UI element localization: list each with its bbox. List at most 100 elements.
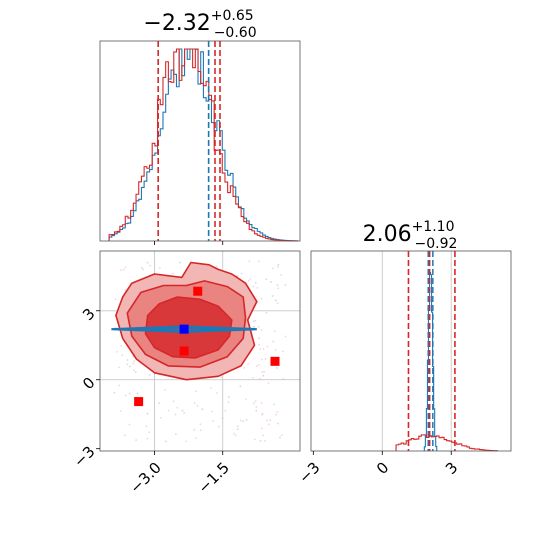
scatter-background-point: [276, 302, 279, 305]
scatter-background-point: [257, 325, 260, 328]
title-2-minus: −0.92: [414, 236, 457, 252]
red-square-marker: [179, 346, 189, 356]
scatter-background-point: [276, 284, 279, 287]
scatter-background-point: [113, 391, 116, 394]
scatter-background-point: [224, 409, 227, 412]
scatter-background-point: [184, 440, 187, 443]
scatter-background-point: [284, 335, 287, 338]
scatter-background-point: [118, 366, 120, 369]
scatter-background-point: [211, 410, 214, 413]
hist-1-blue-series: [108, 48, 299, 242]
scatter-background-point: [124, 266, 127, 269]
scatter-y-tick-label: 3: [79, 305, 98, 324]
scatter-background-point: [119, 269, 122, 271]
scatter-background-point: [165, 440, 167, 443]
scatter-background-point: [261, 371, 264, 373]
scatter-background-point: [274, 299, 277, 302]
scatter-background-point: [254, 281, 257, 284]
scatter-background-point: [124, 289, 127, 292]
scatter-background-point: [193, 429, 196, 431]
scatter-frame: [99, 250, 301, 452]
scatter-background-point: [252, 285, 255, 288]
scatter-background-point: [260, 402, 263, 404]
scatter-background-point: [149, 264, 152, 267]
title-1-plus: +0.65: [211, 8, 254, 24]
scatter-background-point: [281, 350, 284, 353]
scatter-background-point: [277, 287, 280, 290]
scatter-background-point: [260, 427, 263, 430]
scatter-background-point: [259, 439, 262, 442]
scatter-background-point: [128, 392, 131, 395]
scatter-background-point: [167, 409, 170, 412]
scatter-background-point: [252, 376, 254, 379]
scatter-background-point: [129, 365, 131, 368]
scatter-background-point: [146, 412, 149, 415]
scatter-background-point: [133, 360, 136, 363]
scatter-background-point: [273, 403, 276, 406]
scatter-background-point: [216, 392, 218, 394]
red-square-marker: [270, 356, 280, 366]
scatter-background-point: [252, 320, 255, 323]
scatter-background-point: [243, 366, 246, 369]
scatter-background-point: [276, 265, 279, 268]
hist-2-x-tick-label: 0: [373, 459, 392, 478]
scatter-background-point: [254, 319, 257, 322]
hist-1-red-series: [108, 48, 299, 242]
scatter-background-point: [227, 401, 230, 403]
scatter-background-point: [262, 434, 265, 437]
scatter-background-point: [254, 400, 257, 403]
scatter-background-point: [119, 410, 122, 412]
scatter-background-point: [256, 286, 259, 289]
scatter-y-tick-label: −3: [70, 443, 98, 471]
scatter-background-point: [259, 377, 261, 380]
scatter-background-point: [270, 281, 272, 283]
scatter-background-point: [269, 419, 272, 422]
scatter-background-point: [257, 363, 260, 366]
scatter-background-point: [201, 408, 204, 411]
scatter-background-point: [263, 370, 266, 373]
scatter-background-point: [260, 329, 263, 331]
scatter-background-point: [264, 358, 267, 361]
scatter-background-point: [239, 385, 242, 388]
histogram-panel-param-2: −3 0 3: [295, 250, 512, 487]
scatter-background-point: [253, 325, 255, 328]
scatter-background-point: [196, 404, 199, 407]
blue-contour-level: [127, 326, 241, 332]
scatter-background-point: [194, 402, 196, 404]
scatter-background-point: [227, 396, 230, 398]
scatter-background-point: [264, 440, 266, 442]
scatter-background-point: [240, 272, 243, 275]
scatter-background-point: [179, 261, 181, 264]
scatter-background-point: [145, 425, 148, 428]
scatter-background-point: [248, 260, 251, 263]
scatter-background-point: [146, 261, 149, 264]
scatter-background-point: [159, 267, 161, 269]
red-square-marker: [134, 397, 144, 407]
scatter-background-point: [232, 432, 235, 435]
scatter-background-point: [210, 387, 212, 390]
scatter-background-point: [212, 419, 214, 422]
scatter-background-point: [172, 400, 175, 403]
scatter-x-tick-label: −3.0: [126, 459, 164, 497]
scatter-background-point: [274, 348, 277, 351]
scatter-background-point: [255, 409, 258, 412]
scatter-background-point: [121, 354, 124, 357]
scatter-background-point: [174, 413, 177, 416]
scatter-background-point: [181, 409, 184, 412]
scatter-background-point: [195, 390, 197, 393]
scatter-background-point: [267, 382, 270, 384]
scatter-background-point: [174, 433, 177, 436]
scatter-background-point: [272, 340, 275, 343]
scatter-background-point: [133, 369, 136, 372]
scatter-background-point: [132, 362, 135, 365]
scatter-background-point: [255, 405, 258, 408]
scatter-background-point: [277, 263, 280, 266]
scatter-background-point: [265, 278, 268, 281]
scatter-background-point: [183, 411, 186, 414]
scatter-background-point: [276, 411, 279, 413]
scatter-background-point: [122, 268, 125, 271]
scatter-background-point: [217, 425, 220, 428]
scatter-background-point: [171, 272, 174, 275]
scatter-background-point: [148, 374, 151, 376]
scatter-background-point: [279, 436, 281, 439]
